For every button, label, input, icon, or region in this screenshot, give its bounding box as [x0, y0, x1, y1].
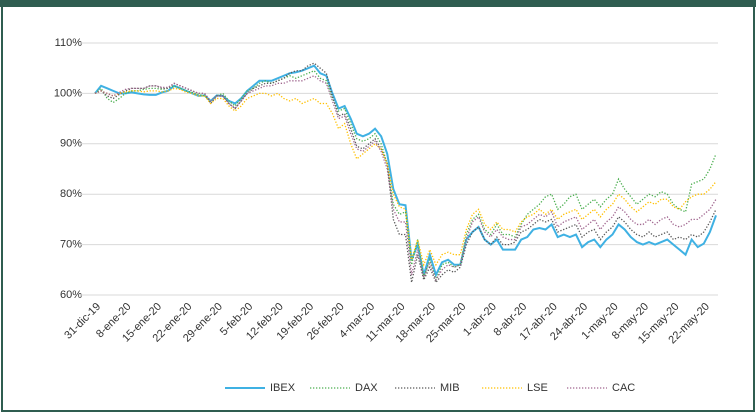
y-tick-label: 80% [60, 188, 82, 200]
series-line [94, 64, 717, 278]
legend-label: MIB [440, 382, 460, 394]
y-tick-label: 110% [55, 37, 83, 49]
series-line [94, 69, 717, 282]
legend-label: LSE [527, 382, 548, 394]
legend-label: IBEX [270, 382, 296, 394]
y-tick-label: 90% [60, 138, 82, 150]
y-tick-label: 60% [60, 289, 82, 301]
legend-label: DAX [355, 382, 378, 394]
y-tick-label: 100% [54, 87, 82, 99]
legend-label: CAC [612, 382, 635, 394]
y-tick-label: 70% [60, 239, 82, 251]
header-band [0, 0, 756, 7]
